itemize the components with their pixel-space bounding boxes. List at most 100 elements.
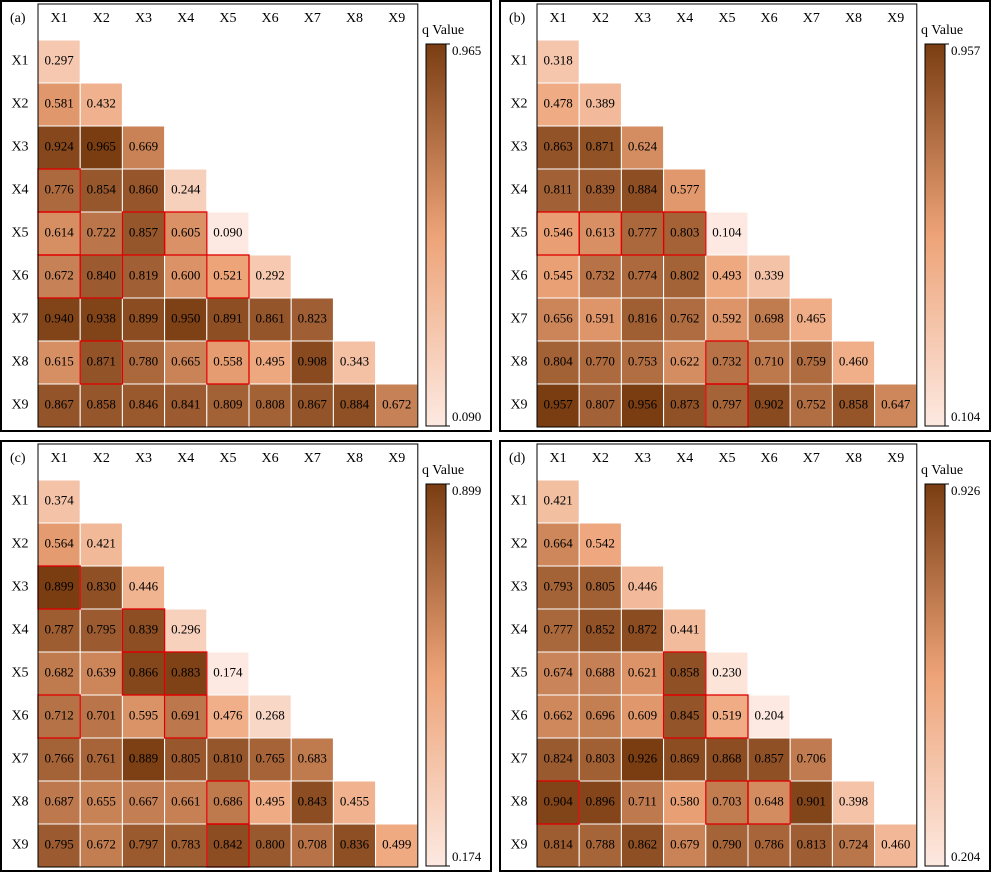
cell-label: 0.753 [628, 353, 657, 368]
y-tick-label: X9 [510, 398, 527, 413]
cell-label: 0.558 [213, 353, 242, 368]
heat-cell [536, 651, 580, 696]
colorbar [924, 43, 946, 427]
heat-cell [578, 565, 622, 610]
cell-label: 0.710 [754, 353, 783, 368]
heat-cell [290, 737, 334, 782]
heat-cell [79, 522, 123, 567]
cell-label: 0.647 [881, 396, 911, 411]
cell-label: 0.708 [298, 836, 327, 851]
y-tick-label: X9 [11, 398, 28, 413]
panel-frame [499, 0, 991, 432]
cell-label: 0.840 [87, 267, 116, 282]
plot-frame [536, 443, 918, 868]
cell-label: 0.883 [171, 664, 200, 679]
cell-label: 0.762 [670, 310, 699, 325]
highlight [662, 211, 707, 256]
heat-cell [789, 340, 833, 385]
cell-label: 0.813 [797, 836, 826, 851]
y-tick-label: X3 [510, 140, 527, 155]
y-tick-label: X8 [510, 795, 527, 810]
y-tick-label: X6 [11, 269, 28, 284]
cell-label: 0.615 [44, 353, 73, 368]
cell-label: 0.493 [712, 267, 741, 282]
cell-label: 0.667 [129, 793, 159, 808]
y-tick-label: X1 [11, 54, 28, 69]
heat-cell [620, 340, 665, 385]
x-tick-label: X2 [592, 11, 609, 26]
y-tick-label: X7 [11, 752, 28, 767]
heat-cell [578, 383, 622, 428]
heat-cell [121, 694, 166, 739]
cell-label: 0.688 [586, 664, 615, 679]
x-tick-label: X9 [887, 11, 904, 26]
panel: (b) X1 X1 X2 X2 X3 X3 X4 X4 X5 X5 X6 X6 X7 X7 X8 X8 X9 X9 0… [499, 0, 991, 432]
cell-label: 0.656 [543, 310, 573, 325]
cell-label: 0.861 [255, 310, 284, 325]
heat-cell [206, 383, 250, 428]
highlight [206, 340, 250, 385]
colorbar [425, 483, 447, 867]
cell-label: 0.564 [44, 535, 74, 550]
heat-cell [747, 297, 791, 342]
heat-cell [164, 823, 208, 868]
heat-cell [620, 780, 665, 825]
cell-label: 0.318 [543, 52, 572, 67]
plot-frame [37, 443, 419, 868]
cell-label: 0.732 [586, 267, 615, 282]
heat-cell [121, 125, 166, 170]
colorbar-title: q Value [422, 463, 464, 478]
cell-label: 0.871 [586, 138, 615, 153]
cell-label: 0.268 [255, 707, 284, 722]
colorbar-title: q Value [921, 23, 963, 38]
cell-label: 0.866 [129, 664, 159, 679]
cell-label: 0.873 [670, 396, 699, 411]
heat-cell [663, 823, 707, 868]
heat-cell [206, 211, 250, 256]
colorbar-tick-label: 0.965 [452, 43, 481, 58]
panel-label: (d) [509, 451, 526, 466]
cell-label: 0.858 [839, 396, 868, 411]
colorbar-tick-label: 0.204 [951, 849, 981, 864]
heat-cell [121, 383, 166, 428]
y-tick-label: X2 [11, 537, 28, 552]
heat-cell [536, 522, 580, 567]
y-tick-label: X2 [510, 97, 527, 112]
cell-label: 0.926 [628, 750, 658, 765]
x-tick-label: X7 [803, 11, 820, 26]
cell-label: 0.872 [628, 621, 657, 636]
heat-cell [290, 780, 334, 825]
panel-frame [499, 440, 991, 872]
y-tick-label: X4 [11, 183, 28, 198]
heat-cell [37, 479, 81, 524]
heat-cell [206, 651, 250, 696]
y-tick-label: X6 [11, 709, 28, 724]
cell-label: 0.761 [87, 750, 116, 765]
cell-label: 0.672 [87, 836, 116, 851]
cell-label: 0.884 [340, 396, 370, 411]
cell-label: 0.780 [129, 353, 158, 368]
cell-label: 0.592 [712, 310, 741, 325]
cell-label: 0.711 [628, 793, 657, 808]
panel-frame [0, 0, 492, 432]
cell-label: 0.759 [797, 353, 826, 368]
heat-cell [37, 651, 81, 696]
cell-label: 0.899 [129, 310, 158, 325]
cell-label: 0.857 [129, 224, 159, 239]
heat-cell [620, 297, 665, 342]
colorbar-tick-label: 0.174 [452, 849, 482, 864]
cell-label: 0.639 [87, 664, 116, 679]
cell-label: 0.842 [213, 836, 242, 851]
cell-label: 0.904 [543, 793, 573, 808]
y-tick-label: X2 [510, 537, 527, 552]
cell-label: 0.787 [44, 621, 74, 636]
cell-label: 0.669 [129, 138, 158, 153]
x-tick-label: X1 [51, 11, 68, 26]
heat-cell [79, 780, 123, 825]
y-tick-label: X7 [11, 312, 28, 327]
colorbar-tick-label: 0.957 [951, 43, 981, 58]
cell-label: 0.808 [255, 396, 284, 411]
cell-label: 0.770 [586, 353, 615, 368]
heat-cell [578, 297, 622, 342]
cell-label: 0.703 [712, 793, 741, 808]
